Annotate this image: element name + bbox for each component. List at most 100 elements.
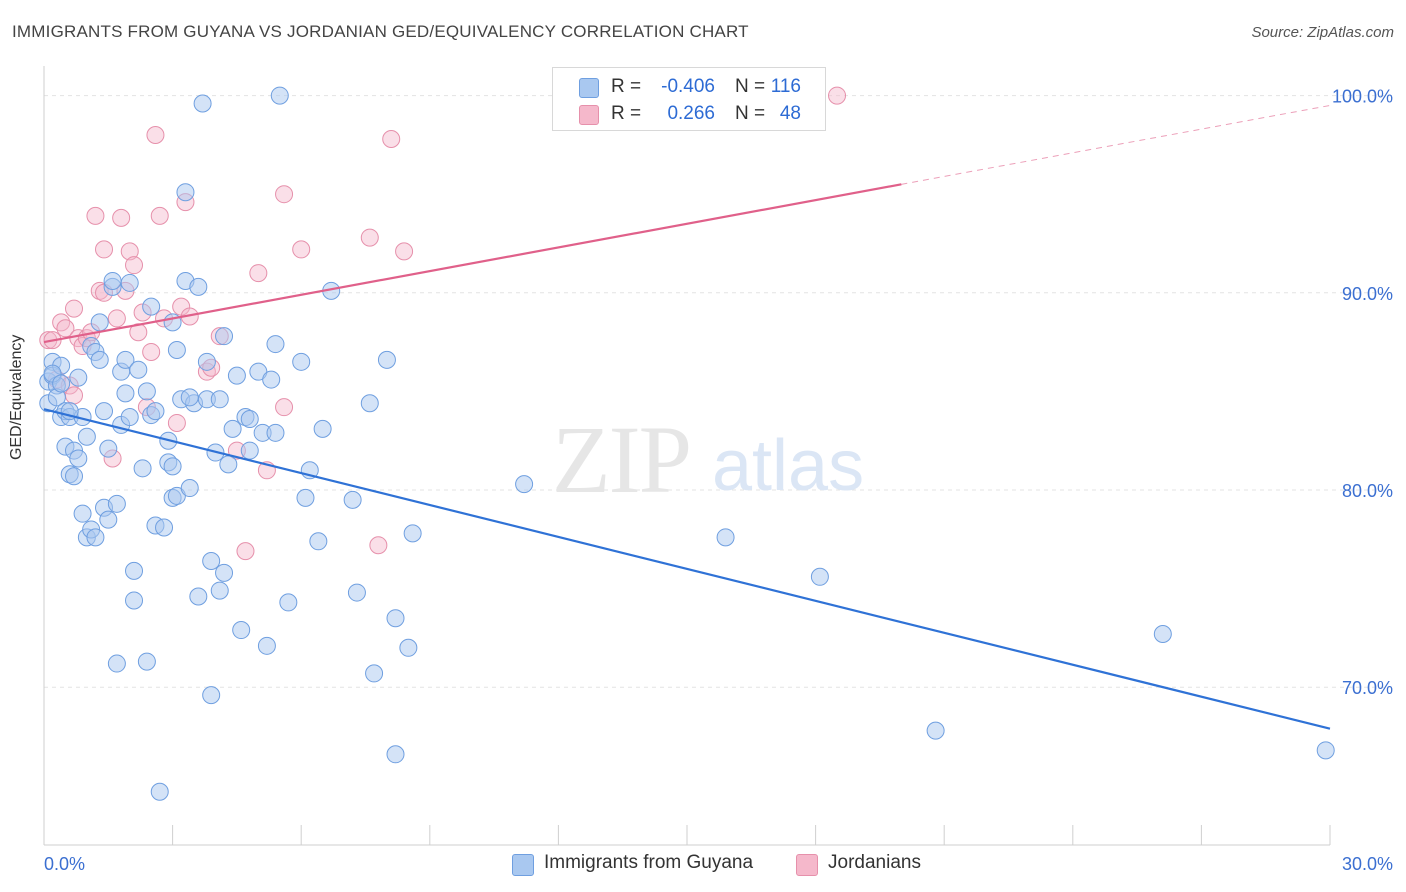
data-point-guyana <box>257 636 276 655</box>
y-tick-label: 90.0% <box>1342 284 1393 304</box>
data-point-guyana <box>52 374 71 393</box>
data-point-guyana <box>99 439 118 458</box>
data-point-guyana <box>240 441 259 460</box>
data-point-guyana <box>167 340 186 359</box>
bottom-legend-label-jordanians: Jordanians <box>828 852 921 873</box>
data-point-guyana <box>65 467 84 486</box>
watermark: ZIP atlas <box>552 406 864 513</box>
data-point-guyana <box>210 581 229 600</box>
data-point-guyana <box>129 360 148 379</box>
data-point-guyana <box>137 382 156 401</box>
x-tick-label: 0.0% <box>44 854 85 874</box>
data-point-guyana <box>180 388 199 407</box>
data-point-guyana <box>95 402 114 421</box>
data-point-guyana <box>365 664 384 683</box>
legend-n-label: N = <box>735 103 766 124</box>
data-point-guyana <box>926 721 945 740</box>
data-point-guyana <box>386 609 405 628</box>
data-point-guyana <box>86 528 105 547</box>
data-point-guyana <box>399 638 418 657</box>
axes <box>43 66 1331 846</box>
bottom-legend-swatch-blue <box>512 854 534 876</box>
data-point-guyana <box>202 552 221 571</box>
data-point-jordanians <box>65 386 84 405</box>
y-axis-label: GED/Equivalency <box>8 334 25 460</box>
data-point-guyana <box>150 782 169 801</box>
data-point-jordanians <box>275 398 294 417</box>
chart-title: IMMIGRANTS FROM GUYANA VS JORDANIAN GED/… <box>12 22 749 41</box>
data-point-guyana <box>227 366 246 385</box>
guyana-points <box>39 86 1335 801</box>
data-point-guyana <box>223 419 242 438</box>
data-point-guyana <box>69 368 88 387</box>
data-point-guyana <box>107 494 126 513</box>
data-point-guyana <box>1153 624 1172 643</box>
watermark-zip: ZIP <box>552 406 690 513</box>
data-point-guyana <box>215 327 234 346</box>
data-point-jordanians <box>95 240 114 259</box>
data-point-guyana <box>189 277 208 296</box>
data-point-guyana <box>240 410 259 429</box>
data-point-jordanians <box>125 256 144 275</box>
data-point-guyana <box>99 510 118 529</box>
trend-line-guyana <box>43 408 1331 730</box>
bottom-legend-label-guyana: Immigrants from Guyana <box>544 852 754 873</box>
tick-labels: 70.0% 80.0% 90.0% 100.0% 0.0% 30.0% <box>44 87 1393 874</box>
data-point-jordanians <box>112 208 131 227</box>
data-point-guyana <box>1316 741 1335 760</box>
watermark-atlas: atlas <box>712 426 864 506</box>
data-point-guyana <box>232 621 251 640</box>
data-point-guyana <box>103 271 122 290</box>
data-point-jordanians <box>395 242 414 261</box>
data-point-guyana <box>202 686 221 705</box>
data-point-guyana <box>90 313 109 332</box>
legend-r-value: -0.406 <box>661 76 715 97</box>
data-point-guyana <box>137 652 156 671</box>
trend-line-jordanians-extrapolated <box>901 104 1331 185</box>
data-point-guyana <box>810 567 829 586</box>
y-tick-label: 70.0% <box>1342 678 1393 698</box>
data-point-jordanians <box>150 206 169 225</box>
data-point-guyana <box>266 335 285 354</box>
data-point-guyana <box>249 362 268 381</box>
data-point-guyana <box>125 591 144 610</box>
data-point-guyana <box>197 352 216 371</box>
data-point-guyana <box>193 94 212 113</box>
legend-swatch-pink <box>579 105 599 125</box>
data-point-guyana <box>163 457 182 476</box>
data-point-guyana <box>270 86 289 105</box>
data-point-jordanians <box>275 185 294 204</box>
data-point-guyana <box>296 488 315 507</box>
data-point-guyana <box>155 518 174 537</box>
data-point-guyana <box>716 528 735 547</box>
data-point-guyana <box>386 745 405 764</box>
data-point-guyana <box>133 459 152 478</box>
data-point-guyana <box>309 532 328 551</box>
data-point-jordanians <box>249 264 268 283</box>
data-point-jordanians <box>65 299 84 318</box>
data-point-guyana <box>292 352 311 371</box>
data-point-guyana <box>77 427 96 446</box>
data-point-guyana <box>180 479 199 498</box>
data-point-guyana <box>266 423 285 442</box>
legend-row-guyana: R = -0.406 N = 116 <box>553 74 825 100</box>
source-credit: Source: ZipAtlas.com <box>1251 24 1394 41</box>
legend-row-jordanians: R = 0.266 N = 48 <box>553 101 825 127</box>
legend-r-label: R = <box>611 76 642 97</box>
data-point-guyana <box>189 587 208 606</box>
data-point-guyana <box>142 297 161 316</box>
data-point-guyana <box>215 563 234 582</box>
data-point-guyana <box>210 390 229 409</box>
y-tick-label: 80.0% <box>1342 481 1393 501</box>
data-point-jordanians <box>292 240 311 259</box>
x-tick-label: 30.0% <box>1342 854 1393 874</box>
data-point-jordanians <box>167 413 186 432</box>
legend-n-label: N = <box>735 76 766 97</box>
data-point-guyana <box>90 350 109 369</box>
bottom-legend-swatch-pink <box>796 854 818 876</box>
data-point-guyana <box>515 475 534 494</box>
data-point-jordanians <box>142 342 161 361</box>
data-point-jordanians <box>828 86 847 105</box>
data-point-guyana <box>116 384 135 403</box>
